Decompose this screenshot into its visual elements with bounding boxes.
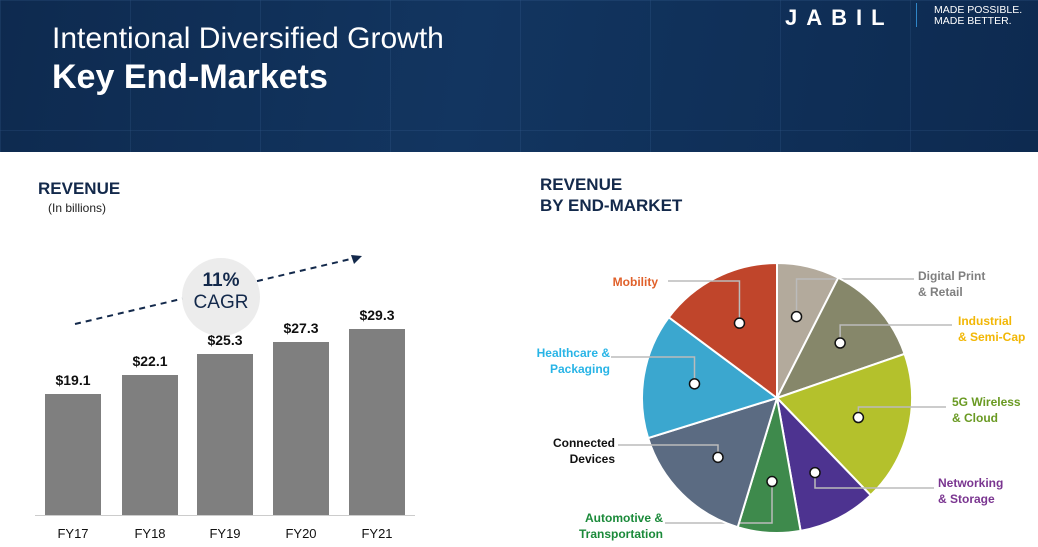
cagr-badge: 11% CAGR <box>182 258 260 336</box>
pie-title-line-1: REVENUE <box>540 175 623 194</box>
slice-marker-dot <box>809 466 821 479</box>
x-tick-label: FY17 <box>57 526 89 541</box>
bar-value-label: $29.3 <box>359 306 395 323</box>
bar-value-label: $22.1 <box>132 352 168 369</box>
slice-label-line-1: Industrial <box>958 314 1013 328</box>
bar-FY17 <box>45 393 101 515</box>
bar-value-label: $25.3 <box>207 332 243 349</box>
slice-label-line-2: Packaging <box>549 362 610 376</box>
x-axis-line <box>35 515 415 516</box>
pie-chart-title: REVENUE BY END-MARKET <box>540 174 682 216</box>
pie-slice <box>775 352 913 497</box>
bar-FY19 <box>197 354 253 515</box>
slide-title: Intentional Diversified Growth <box>52 22 444 55</box>
slice-label-line-2: Transportation <box>578 527 663 541</box>
bar-FY21 <box>349 328 405 515</box>
slice-label-line-1: Digital Print <box>918 269 986 283</box>
slice-marker-dot <box>834 337 846 349</box>
slice-label-line-1: Healthcare & <box>536 346 610 360</box>
slice-marker-dot <box>712 451 724 464</box>
jabil-logo: JABIL <box>785 5 894 30</box>
slice-label-line-1: Automotive & <box>585 511 663 525</box>
slice-label-line-2: & Cloud <box>952 411 998 425</box>
slice-label-line-2: & Semi-Cap <box>958 330 1026 344</box>
leader-line <box>611 356 696 384</box>
x-tick-label: FY19 <box>209 526 241 541</box>
tagline-line-1: MADE POSSIBLE. <box>934 4 1023 16</box>
logo-divider <box>916 3 917 27</box>
pie-slice-label: Connected Devices <box>470 435 615 467</box>
header-background-pattern <box>0 0 1038 152</box>
pie-slice <box>775 394 873 533</box>
slide-subtitle: Key End-Markets <box>52 58 328 96</box>
cagr-label: CAGR <box>193 292 249 313</box>
revenue-chart-title: REVENUE <box>38 179 121 198</box>
slide-header: Intentional Diversified Growth Key End-M… <box>0 0 1038 152</box>
pie-slice <box>667 261 778 400</box>
bar-value-label: $19.1 <box>55 371 91 388</box>
x-tick-label: FY20 <box>285 526 317 541</box>
bar-value-label: $27.3 <box>283 319 319 336</box>
pie-slice-label: Industrial & Semi-Cap <box>958 313 1025 345</box>
leader-line <box>665 481 773 524</box>
slice-label-line-1: Mobility <box>612 275 658 289</box>
leader-line <box>668 280 741 324</box>
pie-slice-label: Automotive & Transportation <box>500 510 663 542</box>
leader-line <box>839 324 952 344</box>
pie-title-line-2: BY END-MARKET <box>540 196 683 215</box>
x-tick-label: FY18 <box>134 526 166 541</box>
slice-label-line-1: Connected <box>552 436 615 450</box>
bar-FY18 <box>122 374 178 515</box>
slice-label-line-1: 5G Wireless <box>952 395 1021 409</box>
pie-slice-label: Mobility <box>560 274 658 290</box>
x-tick-label: FY21 <box>361 526 393 541</box>
bar-FY20 <box>273 341 329 515</box>
slice-marker-dot <box>688 378 701 390</box>
pie-slice-label: Digital Print & Retail <box>918 268 985 300</box>
slice-marker-dot <box>852 411 865 424</box>
leader-line <box>795 278 914 317</box>
pie-slice-label: 5G Wireless & Cloud <box>952 394 1021 426</box>
slice-label-line-2: & Storage <box>938 492 995 506</box>
cagr-value: 11% <box>202 270 240 291</box>
pie-slice <box>646 396 779 529</box>
slice-label-line-2: & Retail <box>918 285 963 299</box>
revenue-chart-subtitle: (In billions) <box>48 201 107 215</box>
slice-marker-dot <box>790 310 803 323</box>
pie-slice <box>641 315 780 440</box>
slice-label-line-2: Devices <box>569 452 615 466</box>
slice-marker-dot <box>766 475 778 488</box>
slice-marker-dot <box>733 317 746 329</box>
pie-slice-label: Healthcare & Packaging <box>465 345 610 377</box>
pie-slice-label: Networking & Storage <box>938 475 1003 507</box>
tagline: MADE POSSIBLE. MADE BETTER. <box>934 5 1022 27</box>
tagline-line-2: MADE BETTER. <box>934 15 1012 27</box>
slice-label-line-1: Networking <box>938 476 1004 490</box>
